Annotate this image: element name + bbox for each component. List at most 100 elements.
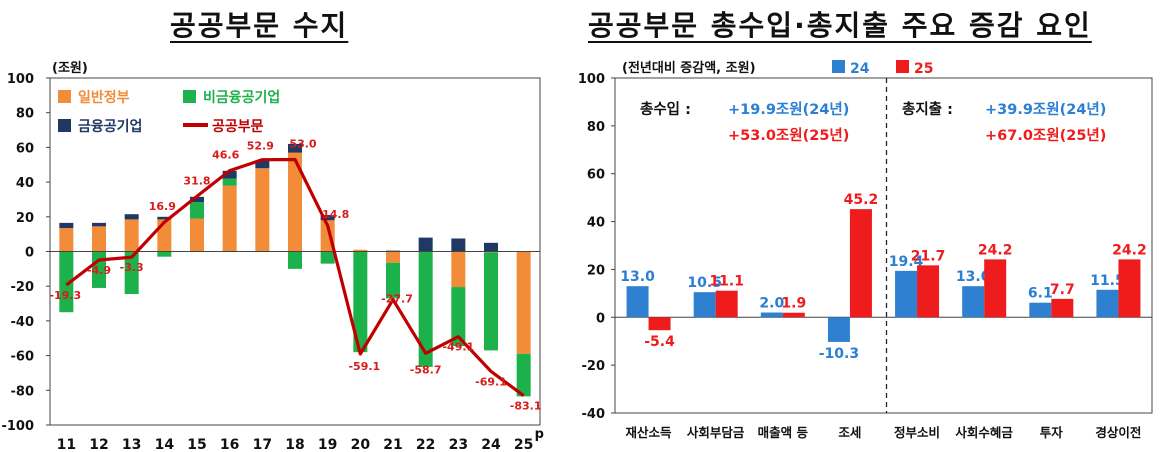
bar-fin-public [320,215,335,221]
left-x-tick-label: 12 [89,437,108,452]
public-sector-value-label: 52.9 [247,140,274,153]
legend-label-25: 25 [914,61,933,77]
legend-label-general-gov: 일반정부 [78,89,130,106]
bar-general-gov [451,251,466,288]
bar-general-gov [288,152,302,252]
legend-swatch-general-gov [58,90,71,103]
bar-25-value-label: -5.4 [644,334,675,350]
bar-fin-public [222,170,237,179]
left-y-tick-label: 60 [16,141,34,156]
right-x-tick-label: 매출액 등 [758,425,809,440]
bar-24-value-label: 11.5 [1090,273,1125,289]
left-x-tick-label: 21 [383,437,402,452]
left-y-tick-label: 40 [16,176,34,191]
bar-24-value-label: 10.5 [687,275,722,291]
legend-label-fin-public: 금융공기업 [78,119,142,135]
bar-nonfin-public [59,251,74,313]
public-sector-value-label: -58.7 [410,363,442,376]
bar-25 [715,290,738,318]
bar-fin-public [484,242,498,252]
left-x-tick-label: 25 [514,437,533,452]
left-x-tick-label: 15 [187,437,206,452]
right-y-tick-label: -20 [582,359,606,374]
left-x-tick-label: 19 [318,437,337,452]
public-sector-value-label: 46.6 [212,149,239,162]
bar-25 [849,209,872,318]
left-y-tick-label: 20 [16,211,34,226]
bar-24-value-label: 6.1 [1028,286,1053,302]
left-chart-title: 공공부문 수지 [170,9,349,42]
left-y-tick-label: -20 [11,280,35,295]
bar-general-gov [353,249,368,252]
bar-nonfin-public [484,252,498,351]
legend-swatch-24 [832,60,845,73]
bar-fin-public [124,214,139,220]
bar-general-gov [59,228,74,252]
bar-fin-public [451,238,466,252]
bar-fin-public [190,196,204,203]
legend-swatch-25 [896,60,909,73]
bar-25 [1118,259,1141,318]
right-unit-label: (전년대비 증감액, 조원) [622,60,756,76]
annotation-revenue-24: +19.9조원(24년) [728,101,849,118]
public-sector-value-label: -49.1 [442,341,474,354]
bar-25-value-label: 21.7 [911,248,946,264]
bar-24-value-label: -10.3 [819,346,859,362]
annotation-expend-25: +67.0조원(25년) [985,127,1106,144]
left-x-tick-label: 23 [449,437,468,452]
left-x-tick-label: 11 [57,437,76,452]
bar-general-gov [190,218,204,252]
bar-nonfin-public [288,251,302,269]
right-plot-frame [614,77,1153,414]
bar-fin-public [157,216,172,220]
right-y-tick-label: 0 [596,311,605,326]
bar-24 [962,286,985,318]
public-sector-value-label: -59.1 [348,360,380,373]
bar-25 [1051,298,1074,318]
bar-nonfin-public [353,251,368,353]
right-y-tick-label: 60 [587,168,605,183]
left-y-tick-label: 0 [25,246,34,261]
bar-general-gov [92,226,106,252]
annotation-revenue-label: 총수입 : [640,101,691,118]
bar-25-value-label: 45.2 [844,192,879,208]
public-sector-value-label: 53.0 [289,138,316,151]
bar-24 [827,317,850,342]
right-y-tick-label: 20 [587,263,605,278]
bar-24 [1029,302,1052,318]
public-sector-value-label: 16.9 [149,200,176,213]
left-y-tick-label: -80 [11,384,35,399]
left-y-tick-label: -40 [11,315,35,330]
left-unit-label: (조원) [52,61,88,76]
right-x-tick-label: 사회수혜금 [955,425,1013,440]
right-x-tick-label: 투자 [1040,425,1064,440]
bar-nonfin-public [320,251,335,264]
bar-24 [1096,289,1119,318]
bar-general-gov [516,251,531,354]
left-x-superscript: p [535,427,544,442]
right-x-tick-label: 재산소득 [626,425,673,440]
left-x-tick-label: 24 [481,437,501,452]
bar-nonfin-public [418,251,433,367]
bar-fin-public [255,160,270,169]
bar-general-gov [386,251,400,263]
left-x-tick-label: 18 [285,437,304,452]
bar-nonfin-public [190,202,204,219]
bar-25-value-label: 7.7 [1050,282,1075,298]
right-chart-title: 공공부문 총수입·총지출 주요 증감 요인 [588,9,1092,42]
bar-24-value-label: 13.0 [620,269,655,285]
public-sector-value-label: 14.8 [322,208,349,221]
right-y-tick-label: 100 [578,72,605,87]
bar-25-value-label: 11.1 [709,274,744,290]
left-x-tick-label: 17 [253,437,272,452]
bar-24 [693,292,716,318]
left-y-tick-label: 100 [7,72,34,87]
public-sector-value-label: -4.9 [87,264,111,277]
annotation-expend-label: 총지출 : [902,101,953,118]
right-y-tick-label: 80 [587,120,605,135]
bar-fin-public [59,222,74,229]
legend-label-public-sector: 공공부문 [212,119,264,135]
public-sector-value-label: -69.1 [475,375,507,388]
public-sector-value-label: 31.8 [183,174,210,187]
bar-nonfin-public [124,251,139,295]
